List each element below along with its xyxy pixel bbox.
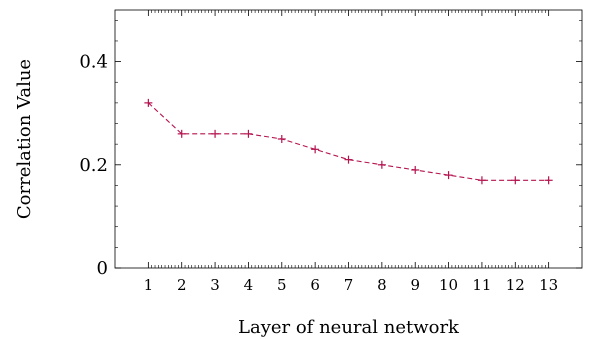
data-point-marker — [311, 145, 320, 154]
series-layer — [144, 98, 553, 185]
data-point-marker — [277, 135, 286, 143]
x-tick-label: 5 — [277, 276, 287, 294]
data-point-marker — [544, 176, 553, 185]
x-tick-label: 6 — [310, 276, 320, 294]
x-tick-label: 9 — [410, 276, 420, 294]
data-point-marker — [377, 160, 386, 169]
y-axis-label: Correlation Value — [14, 59, 35, 219]
plot-frame — [114, 9, 583, 269]
x-tick-label: 10 — [439, 276, 458, 294]
x-tick-label: 13 — [539, 276, 558, 294]
x-tick-label: 8 — [377, 276, 387, 294]
x-tick-label: 2 — [177, 276, 187, 294]
data-point-marker — [344, 155, 353, 164]
data-point-marker — [511, 176, 520, 185]
data-point-marker — [177, 129, 186, 138]
y-tick-label: 0.2 — [79, 155, 108, 176]
data-point-marker — [244, 129, 253, 138]
x-axis-label: Layer of neural network — [238, 317, 460, 338]
series-line — [147, 102, 549, 181]
x-tick-label: 12 — [506, 276, 525, 294]
y-tick-label: 0.4 — [79, 52, 108, 73]
axis-ticks — [115, 10, 582, 269]
x-tick-labels: 1 2 3 4 5 6 7 8 9 10 11 12 13 — [144, 276, 559, 294]
data-point-marker — [444, 171, 453, 180]
data-point-marker — [411, 165, 420, 174]
data-point-marker — [211, 129, 220, 138]
x-tick-label: 11 — [472, 276, 491, 294]
x-tick-label: 1 — [144, 276, 154, 294]
data-point-marker — [477, 176, 486, 185]
x-tick-label: 3 — [210, 276, 220, 294]
y-tick-labels: 0 0.2 0.4 — [79, 52, 108, 279]
x-tick-label: 4 — [244, 276, 254, 294]
y-tick-label: 0 — [97, 258, 108, 279]
data-point-marker — [144, 98, 153, 107]
x-tick-label: 7 — [344, 276, 354, 294]
